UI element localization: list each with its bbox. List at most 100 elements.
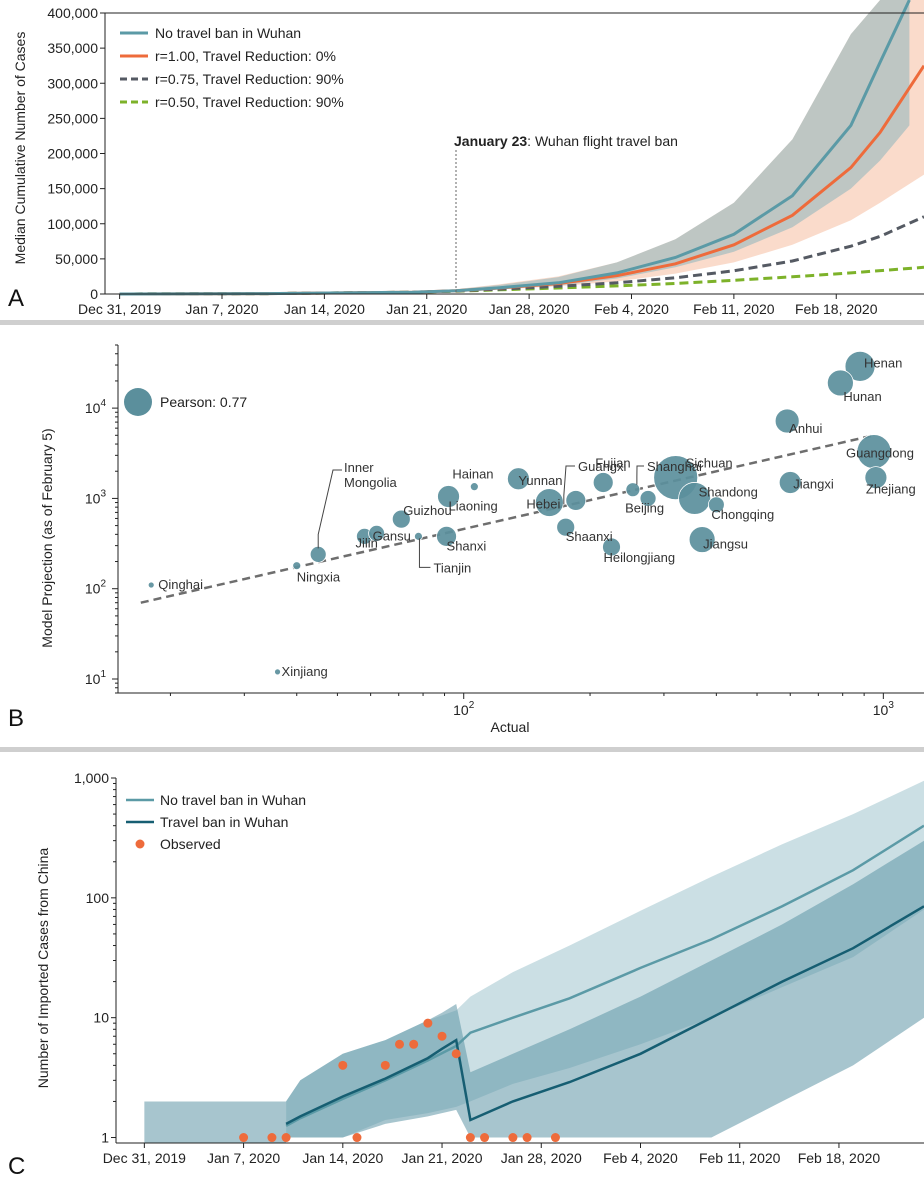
label-fujian: Fujian: [595, 456, 630, 471]
point-heilongjiang: [602, 537, 621, 557]
observed-point: [465, 1133, 475, 1143]
panel-c-letter: C: [8, 1153, 25, 1180]
label-hunan: Hunan: [843, 389, 881, 404]
panel-a-ytick-label: 100,000: [47, 216, 98, 232]
panel-a-letter: A: [8, 285, 24, 312]
label-yunnan: Yunnan: [518, 473, 562, 488]
leader-guangxi: [563, 465, 575, 505]
travel-ban-annotation: January 23: Wuhan flight travel ban: [454, 133, 678, 149]
panel-a: January 23: Wuhan flight travel ban 0 50,…: [8, 0, 924, 317]
panel-c-legend-label: Travel ban in Wuhan: [160, 814, 288, 830]
label-inner-mongolia-line: Mongolia: [344, 475, 398, 490]
panel-c-xtick-label: Jan 21, 2020: [402, 1150, 483, 1166]
panel-c-ytick-label: 1,000: [74, 770, 109, 786]
label-sichuan: Sichuan: [686, 456, 733, 471]
panel-c-ytick-label: 100: [86, 890, 110, 906]
point-henan: [844, 350, 876, 382]
point-chongqing: [707, 496, 725, 514]
label-ningxia: Ningxia: [297, 570, 341, 585]
point-gansu: [368, 524, 386, 542]
point-fujian: [592, 472, 614, 493]
panel-a-ytick-label: 200,000: [47, 146, 98, 162]
point-tianjin: [414, 531, 423, 541]
panel-a-ytick-label: 0: [90, 286, 98, 302]
observed-point: [550, 1133, 560, 1143]
panel-b-xtick-exp: 2: [469, 700, 475, 711]
observed-point: [409, 1039, 419, 1049]
point-qinghai: [147, 581, 155, 589]
observed-point: [437, 1031, 447, 1041]
panel-a-ytick-label: 300,000: [47, 75, 98, 91]
observed-point: [352, 1133, 362, 1143]
panel-a-lines: [119, 0, 924, 296]
panel-c-ytick-label: 10: [93, 1010, 109, 1026]
panel-b-xtick-label: 103: [873, 700, 895, 718]
pearson-legend-marker: [124, 388, 152, 416]
label-shanghai: Shanghai: [647, 459, 702, 474]
label-zhejiang: Zhejiang: [866, 482, 916, 497]
panel-c-ytick-label: 1: [101, 1130, 109, 1146]
observed-point: [480, 1133, 490, 1143]
panel-c-legend-swatch-observed: [135, 839, 145, 849]
panel-b-trend: [140, 434, 875, 604]
label-gansu: Gansu: [373, 528, 411, 543]
point-guangxi: [565, 490, 587, 511]
panel-c-bands: [144, 780, 924, 1143]
label-guizhou: Guizhou: [403, 503, 451, 518]
point-shanxi: [436, 525, 457, 547]
panel-a-xtick-label: Jan 7, 2020: [185, 301, 258, 317]
observed-point: [267, 1133, 277, 1143]
leader-inner-mongolia: [317, 469, 342, 549]
label-jiangsu: Jiangsu: [703, 537, 748, 552]
panel-b-labels: Qinghai Xinjiang Ningxia Inner Mongolia Jilin…: [158, 355, 916, 679]
panel-b-ylabel: Model Projection (as of February 5): [39, 428, 55, 647]
label-guangdong: Guangdong: [846, 446, 914, 461]
label-shanxi: Shanxi: [447, 538, 487, 553]
panel-a-band-no-travel-ban-in-wuhan: [119, 0, 910, 294]
panel-a-legend-label: r=1.00, Travel Reduction: 0%: [155, 48, 336, 64]
point-beijing: [639, 490, 657, 507]
point-shaanxi: [556, 517, 576, 537]
panel-c-legend: No travel ban in Wuhan Travel ban in Wuha…: [126, 792, 306, 852]
point-yunnan: [507, 467, 530, 491]
point-jiangxi: [778, 471, 802, 494]
panel-b-xtick-label: 102: [453, 700, 475, 718]
panel-b-xtick-base: 10: [453, 702, 469, 718]
panel-b-ytick-label: 102: [85, 579, 107, 597]
panel-b-ytick-exp: 2: [100, 579, 106, 590]
observed-point: [508, 1133, 518, 1143]
panel-a-legend-label: No travel ban in Wuhan: [155, 25, 301, 41]
divider-ab: [0, 320, 924, 325]
panel-a-xtick-label: Jan 14, 2020: [284, 301, 365, 317]
panel-a-xtick-label: Dec 31, 2019: [78, 301, 161, 317]
panel-c-xtick-label: Feb 18, 2020: [798, 1150, 881, 1166]
observed-point: [380, 1060, 390, 1070]
panel-b-xtick-exp: 3: [888, 700, 894, 711]
point-liaoning: [437, 485, 460, 508]
label-beijing: Beijing: [625, 500, 664, 515]
panel-a-bands: [119, 0, 924, 294]
panel-c-xtick-label: Dec 31, 2019: [103, 1150, 186, 1166]
panel-b-xlabel: Actual: [491, 719, 530, 735]
observed-point: [451, 1049, 461, 1059]
panel-c-line-no-travel-ban-in-wuhan: [285, 824, 924, 1127]
panel-c-line-travel-ban-in-wuhan: [285, 905, 924, 1126]
panel-a-xtick-label: Feb 4, 2020: [594, 301, 669, 317]
panel-c-xtick-label: Feb 4, 2020: [603, 1150, 678, 1166]
panel-a-xtick-label: Feb 18, 2020: [795, 301, 878, 317]
panel-c-lines: [285, 824, 924, 1127]
panel-b-ytick-exp: 3: [100, 488, 106, 499]
panel-a-line-no-travel-ban-in-wuhan: [119, 0, 911, 296]
label-guangxi: Guangxi: [578, 459, 627, 474]
panel-a-legend: No travel ban in Wuhan r=1.00, Travel Red…: [120, 25, 344, 110]
label-liaoning: Liaoning: [449, 499, 498, 514]
travel-ban-text: : Wuhan flight travel ban: [527, 133, 678, 149]
panel-a-axes: 0 50,000 100,000 150,000 200,000 250,000 300,0…: [47, 5, 924, 317]
panel-c-legend-label: Observed: [160, 836, 221, 852]
panel-c-xtick-label: Feb 11, 2020: [699, 1150, 781, 1166]
observed-point: [338, 1060, 348, 1070]
point-hainan: [469, 482, 479, 492]
observed-point: [522, 1133, 532, 1143]
panel-c-axes: 1 10 100 1,000 Dec 31, 2019 Jan 7, 2020 Jan 14…: [74, 770, 924, 1166]
